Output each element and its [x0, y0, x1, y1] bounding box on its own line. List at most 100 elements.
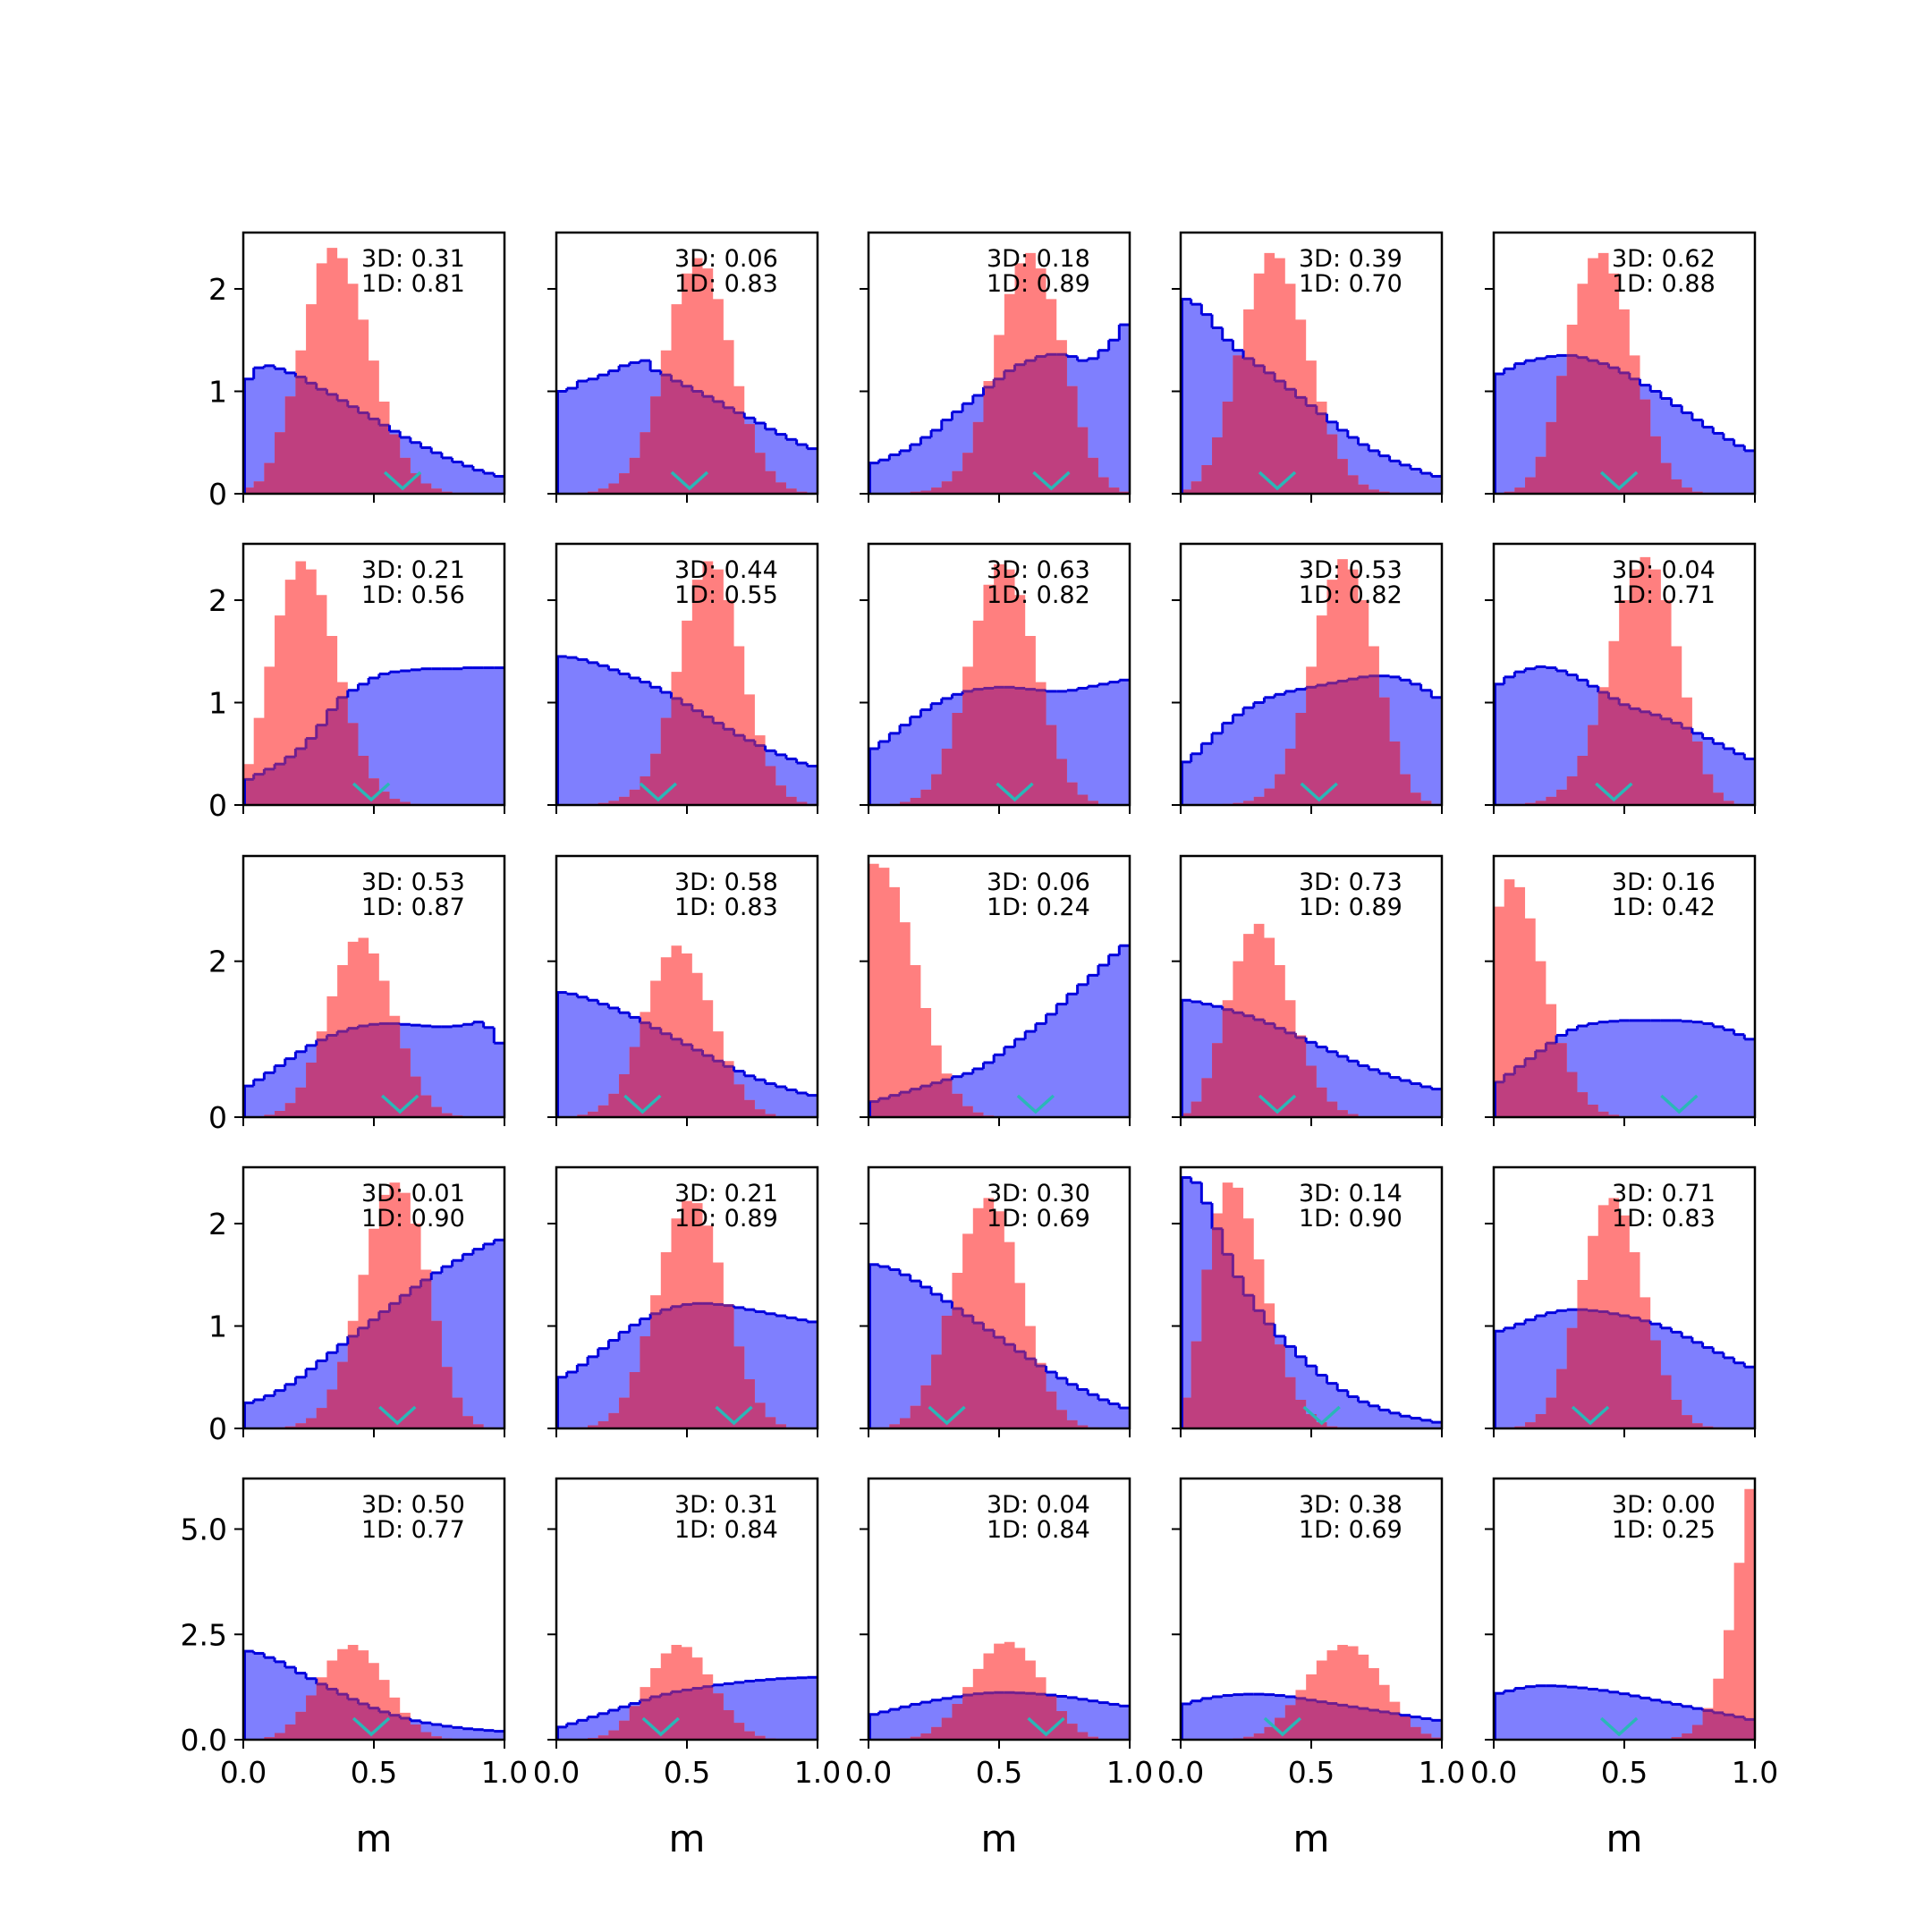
- v-marker: [623, 1094, 662, 1114]
- annotation-1d: 1D: 0.83: [674, 894, 778, 921]
- v-marker: [1595, 782, 1633, 802]
- annotation-1d: 1D: 0.84: [674, 1516, 778, 1544]
- annotation-1d: 1D: 0.88: [1612, 270, 1716, 298]
- v-marker: [639, 782, 678, 802]
- v-marker: [352, 1716, 391, 1737]
- overlap-histogram-fill: [556, 1022, 818, 1117]
- annotation-1d: 1D: 0.84: [987, 1516, 1090, 1544]
- x-tick-label: 0.5: [976, 1755, 1022, 1790]
- v-marker: [670, 470, 709, 491]
- v-marker: [1660, 1094, 1699, 1114]
- annotation-1d: 1D: 0.81: [361, 270, 465, 298]
- y-tick-label: 2: [208, 1207, 227, 1241]
- overlap-histogram-fill: [1494, 1043, 1755, 1117]
- overlap-histogram-fill: [869, 354, 1130, 494]
- overlap-histogram-fill: [1181, 1228, 1442, 1428]
- x-tick-label: 1.0: [1419, 1755, 1465, 1790]
- annotation-1d: 1D: 0.25: [1612, 1516, 1716, 1544]
- v-marker: [641, 1716, 680, 1737]
- x-tick-label: 0.5: [351, 1755, 397, 1790]
- annotation-3d: 3D: 0.38: [1299, 1491, 1402, 1519]
- annotation-3d: 3D: 0.31: [674, 1491, 778, 1519]
- v-marker: [928, 1405, 966, 1426]
- x-tick-label: 1.0: [1106, 1755, 1153, 1790]
- annotation-3d: 3D: 0.53: [1299, 556, 1402, 584]
- overlap-histogram-fill: [869, 1692, 1130, 1740]
- annotation-3d: 3D: 0.04: [1612, 556, 1716, 584]
- overlap-histogram-fill: [243, 697, 504, 805]
- annotation-3d: 3D: 0.53: [361, 869, 465, 896]
- red-histogram-fill: [869, 564, 1130, 805]
- v-marker: [1599, 470, 1639, 491]
- overlap-histogram-fill: [869, 1080, 1130, 1117]
- x-axis-label: m: [669, 1817, 706, 1860]
- annotation-3d: 3D: 0.50: [361, 1491, 465, 1519]
- annotation-1d: 1D: 0.83: [1612, 1205, 1716, 1233]
- overlap-histogram-fill: [1181, 1009, 1442, 1117]
- overlap-histogram-fill: [1494, 1309, 1755, 1428]
- overlap-histogram-fill: [556, 375, 818, 494]
- overlap-histogram-fill: [556, 1686, 818, 1740]
- annotation-3d: 3D: 0.06: [987, 869, 1090, 896]
- x-tick-label: 0.0: [1470, 1755, 1517, 1790]
- v-marker: [1263, 1716, 1302, 1737]
- annotation-1d: 1D: 0.56: [361, 581, 465, 609]
- annotation-3d: 3D: 0.21: [361, 556, 465, 584]
- v-marker: [715, 1405, 753, 1426]
- annotation-3d: 3D: 0.16: [1612, 869, 1716, 896]
- v-marker: [1032, 470, 1071, 491]
- annotation-1d: 1D: 0.55: [674, 581, 778, 609]
- overlap-histogram-fill: [1181, 675, 1442, 805]
- annotation-1d: 1D: 0.82: [1299, 581, 1402, 609]
- y-tick-label: 0.0: [181, 1723, 227, 1758]
- y-tick-label: 1: [208, 1309, 227, 1343]
- y-tick-label: 2: [208, 272, 227, 307]
- v-marker: [1258, 470, 1297, 491]
- annotation-3d: 3D: 0.63: [987, 556, 1090, 584]
- annotation-1d: 1D: 0.70: [1299, 270, 1402, 298]
- v-marker: [378, 1405, 417, 1426]
- annotation-3d: 3D: 0.04: [987, 1491, 1090, 1519]
- x-tick-label: 0.0: [1157, 1755, 1204, 1790]
- y-tick-label: 0: [208, 1411, 227, 1446]
- v-marker: [383, 470, 422, 491]
- y-tick-label: 0: [208, 477, 227, 512]
- annotation-3d: 3D: 0.58: [674, 869, 778, 896]
- overlap-histogram-fill: [1494, 1710, 1755, 1740]
- annotation-1d: 1D: 0.69: [1299, 1516, 1402, 1544]
- v-marker: [1258, 1094, 1297, 1114]
- annotation-1d: 1D: 0.87: [361, 894, 465, 921]
- red-histogram-fill: [869, 863, 1130, 1117]
- y-tick-label: 2: [208, 945, 227, 979]
- annotation-3d: 3D: 0.18: [987, 245, 1090, 273]
- overlap-histogram-fill: [243, 377, 504, 494]
- annotation-1d: 1D: 0.77: [361, 1516, 465, 1544]
- annotation-3d: 3D: 0.73: [1299, 869, 1402, 896]
- x-tick-label: 0.5: [1288, 1755, 1335, 1790]
- v-marker: [1027, 1716, 1065, 1737]
- x-axis-label: m: [981, 1817, 1018, 1860]
- annotation-3d: 3D: 0.21: [674, 1180, 778, 1208]
- x-axis-label: m: [1606, 1817, 1643, 1860]
- blue-histogram-fill: [1494, 1685, 1755, 1740]
- annotation-3d: 3D: 0.31: [361, 245, 465, 273]
- x-tick-label: 0.0: [845, 1755, 892, 1790]
- annotation-3d: 3D: 0.00: [1612, 1491, 1716, 1519]
- x-tick-label: 0.0: [533, 1755, 580, 1790]
